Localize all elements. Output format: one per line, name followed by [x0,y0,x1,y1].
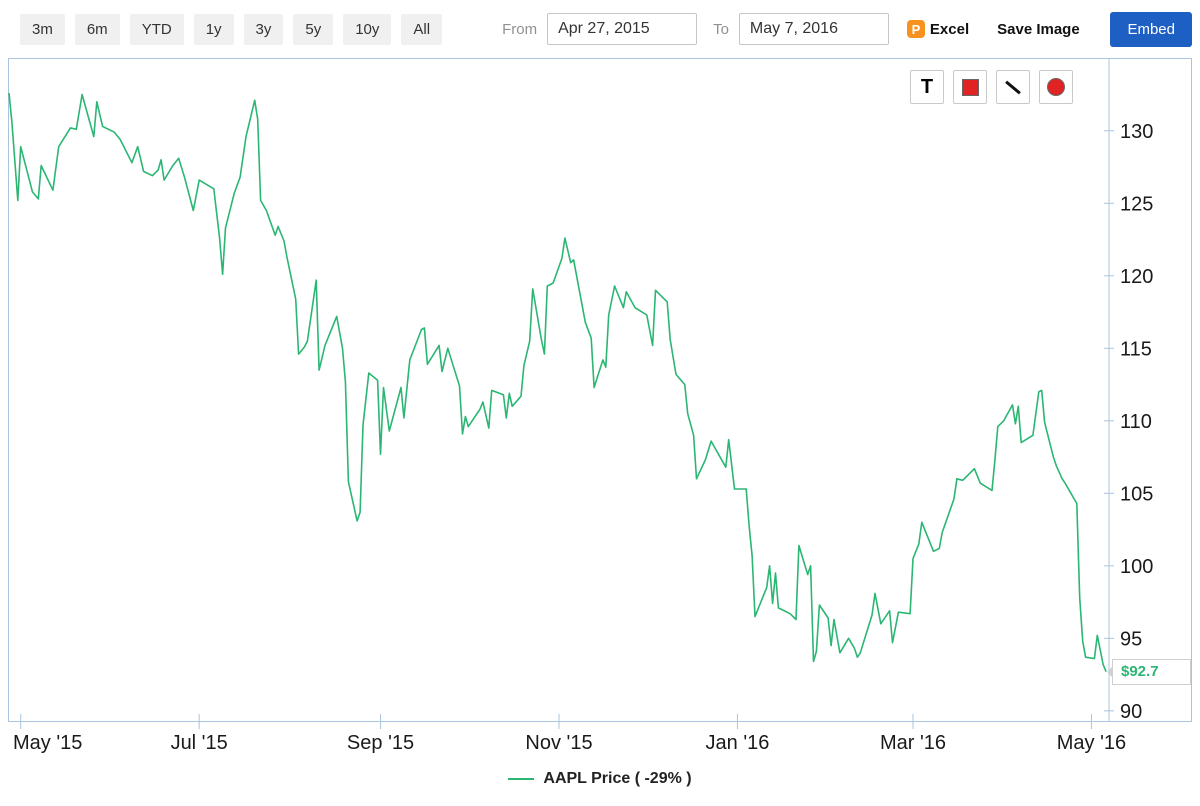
range-button-ytd[interactable]: YTD [129,13,184,45]
legend-label: AAPL Price ( -29% ) [543,770,692,787]
range-button-6m[interactable]: 6m [74,13,120,45]
to-label: To [713,20,729,38]
price-line [8,93,1107,673]
x-axis-label: Nov '15 [525,732,592,754]
chart-legend: AAPL Price ( -29% ) [0,770,1200,788]
text-tool-button[interactable]: T [910,70,944,104]
range-button-1y[interactable]: 1y [193,13,234,45]
x-axis-label: Jul '15 [171,732,228,754]
chart-toolbar: 3m 6m YTD 1y 3y 5y 10y All From To P Excel Save… [0,0,1200,58]
y-axis-label: 110 [1120,411,1152,433]
x-axis-label: Jan '16 [706,732,770,754]
x-axis-label: Mar '16 [880,732,946,754]
x-axis-label: May '15 [13,732,82,754]
range-button-all[interactable]: All [401,13,443,45]
range-button-10y[interactable]: 10y [343,13,392,45]
y-axis-label: 130 [1120,121,1153,143]
last-price-tag: $92.7 [1107,658,1191,685]
text-tool-icon: T [920,76,934,98]
x-axis-label: May '16 [1057,732,1126,754]
to-date-input[interactable] [738,13,889,45]
y-axis-label: 95 [1120,628,1142,650]
y-axis-label: 115 [1120,338,1152,360]
rectangle-tool-icon [961,78,979,96]
from-date-input[interactable] [547,13,698,45]
save-image-button[interactable]: Save Image [997,20,1080,38]
y-axis-label: 100 [1120,556,1153,578]
excel-premium-icon: P [906,20,925,38]
y-axis-label: 125 [1120,193,1153,215]
rectangle-tool-button[interactable] [953,70,987,104]
y-axis-label: 90 [1120,701,1142,723]
range-button-3m[interactable]: 3m [20,13,65,45]
ellipse-tool-button[interactable] [1039,70,1073,104]
range-button-3y[interactable]: 3y [243,13,284,45]
excel-export-button[interactable]: P Excel [906,20,970,38]
chart-plot-area[interactable]: 90 95 100 105 110 115 120 125 130 May '15 Jul '15 S… [8,59,1191,754]
y-axis-label: 105 [1120,483,1153,505]
chart-container: 90 95 100 105 110 115 120 125 130 May '15 Jul '15 S… [8,58,1192,754]
x-axis-label: Sep '15 [347,732,414,754]
from-label: From [502,20,538,38]
range-button-5y[interactable]: 5y [293,13,334,45]
excel-label: Excel [929,20,970,38]
range-buttons: 3m 6m YTD 1y 3y 5y 10y All [20,13,452,45]
line-tool-icon [1005,80,1021,94]
ellipse-tool-icon [1047,78,1065,96]
last-price-label: $92.7 [1121,663,1159,681]
legend-line-swatch [508,777,535,780]
line-tool-button[interactable] [996,70,1030,104]
y-axis-label: 120 [1120,266,1153,288]
drawing-toolbar: T [901,70,1073,104]
embed-button[interactable]: Embed [1110,11,1192,47]
